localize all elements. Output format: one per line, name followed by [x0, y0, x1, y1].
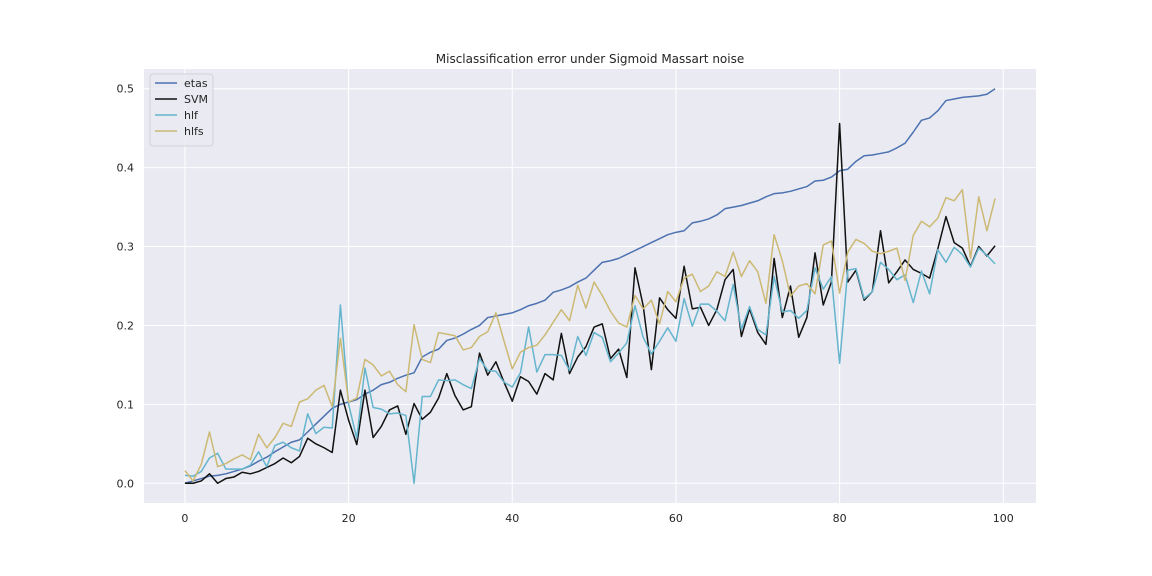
x-tick-label: 100	[993, 512, 1014, 525]
x-tick-label: 20	[342, 512, 356, 525]
legend-box	[149, 73, 214, 147]
x-tick-label: 60	[669, 512, 683, 525]
series-line-etas	[184, 88, 996, 484]
x-tick-label: 80	[833, 512, 847, 525]
legend-label: hlfs	[184, 125, 204, 138]
legend-label: hlf	[184, 109, 199, 122]
y-tick-label: 0.4	[117, 162, 135, 175]
y-tick-label: 0.2	[117, 319, 135, 332]
y-axis-ticks: 0.0 0.1 0.2 0.3 0.4 0.5	[117, 83, 135, 491]
y-tick-label: 0.1	[117, 398, 135, 411]
x-tick-label: 0	[181, 512, 188, 525]
legend-label: SVM	[184, 93, 208, 106]
x-axis-ticks: 0 20 40 60 80 100	[181, 512, 1013, 525]
series-line-hlfs	[184, 188, 996, 482]
legend-label: etas	[184, 77, 208, 90]
y-tick-label: 0.5	[117, 83, 135, 96]
series-line-hlf	[184, 246, 996, 485]
y-tick-label: 0.3	[117, 241, 135, 254]
x-tick-label: 40	[505, 512, 519, 525]
plot-background	[144, 69, 1036, 503]
chart-title: Misclassification error under Sigmoid Ma…	[436, 52, 745, 66]
legend: etas SVM hlf hlfs	[149, 73, 214, 147]
grid	[144, 69, 1036, 503]
y-tick-label: 0.0	[117, 477, 135, 490]
series-layer	[184, 88, 996, 485]
